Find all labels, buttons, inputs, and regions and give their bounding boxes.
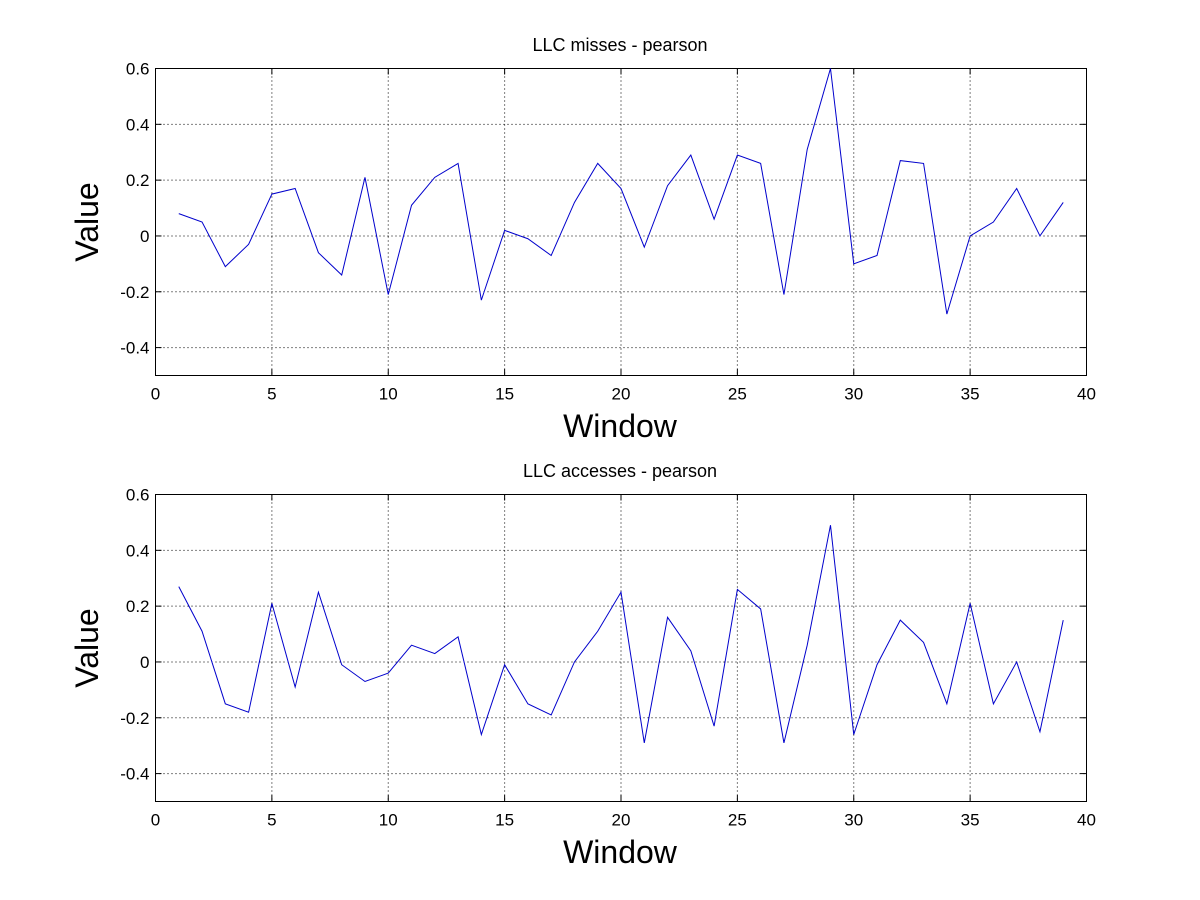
x-ticks: 0 5 10 15 20 25 30 35 40: [151, 68, 1096, 404]
y-axis-label: Value: [69, 182, 105, 261]
x-tick-label: 5: [267, 811, 276, 830]
y-tick-label: -0.2: [120, 283, 149, 302]
grid: [155, 68, 1087, 376]
x-tick-label: 20: [612, 811, 631, 830]
y-tick-label: 0.6: [126, 486, 150, 505]
series-line: [178, 525, 1064, 744]
chart-title: LLC accesses - pearson: [523, 461, 717, 481]
y-tick-label: 0.2: [126, 171, 150, 190]
x-tick-label: 15: [495, 811, 514, 830]
x-axis-label: Window: [563, 834, 678, 870]
x-tick-label: 10: [379, 811, 398, 830]
y-tick-label: 0.4: [126, 541, 150, 560]
x-tick-label: 0: [151, 385, 160, 404]
y-tick-label: -0.2: [120, 709, 149, 728]
x-axis-label: Window: [563, 408, 678, 444]
series-line: [178, 68, 1064, 315]
x-tick-label: 35: [961, 385, 980, 404]
y-axis-label: Value: [69, 608, 105, 687]
subplot-llc-misses: LLC misses - pearson 0 5 10 15 20 25 30 35 40 -0…: [69, 35, 1096, 444]
y-tick-label: 0.2: [126, 597, 150, 616]
x-tick-label: 0: [151, 811, 160, 830]
x-tick-label: 20: [612, 385, 631, 404]
y-tick-label: 0: [140, 227, 149, 246]
x-tick-label: 25: [728, 385, 747, 404]
y-tick-label: -0.4: [120, 765, 149, 784]
x-tick-label: 10: [379, 385, 398, 404]
x-tick-label: 5: [267, 385, 276, 404]
x-tick-label: 40: [1077, 385, 1096, 404]
x-tick-label: 25: [728, 811, 747, 830]
y-tick-label: 0: [140, 653, 149, 672]
x-tick-label: 35: [961, 811, 980, 830]
grid: [155, 494, 1087, 802]
x-tick-label: 30: [844, 385, 863, 404]
chart-title: LLC misses - pearson: [532, 35, 707, 55]
y-tick-label: -0.4: [120, 339, 149, 358]
x-ticks: 0 5 10 15 20 25 30 35 40: [151, 494, 1096, 830]
x-tick-label: 15: [495, 385, 514, 404]
y-tick-label: 0.4: [126, 115, 150, 134]
y-tick-label: 0.6: [126, 60, 150, 79]
subplot-llc-accesses: LLC accesses - pearson 0 5 10 15 20 25 30 35 40 …: [69, 461, 1096, 870]
x-tick-label: 40: [1077, 811, 1096, 830]
y-ticks: -0.4 -0.2 0 0.2 0.4 0.6: [120, 486, 1087, 784]
x-tick-label: 30: [844, 811, 863, 830]
y-ticks: -0.4 -0.2 0 0.2 0.4 0.6: [120, 60, 1087, 358]
